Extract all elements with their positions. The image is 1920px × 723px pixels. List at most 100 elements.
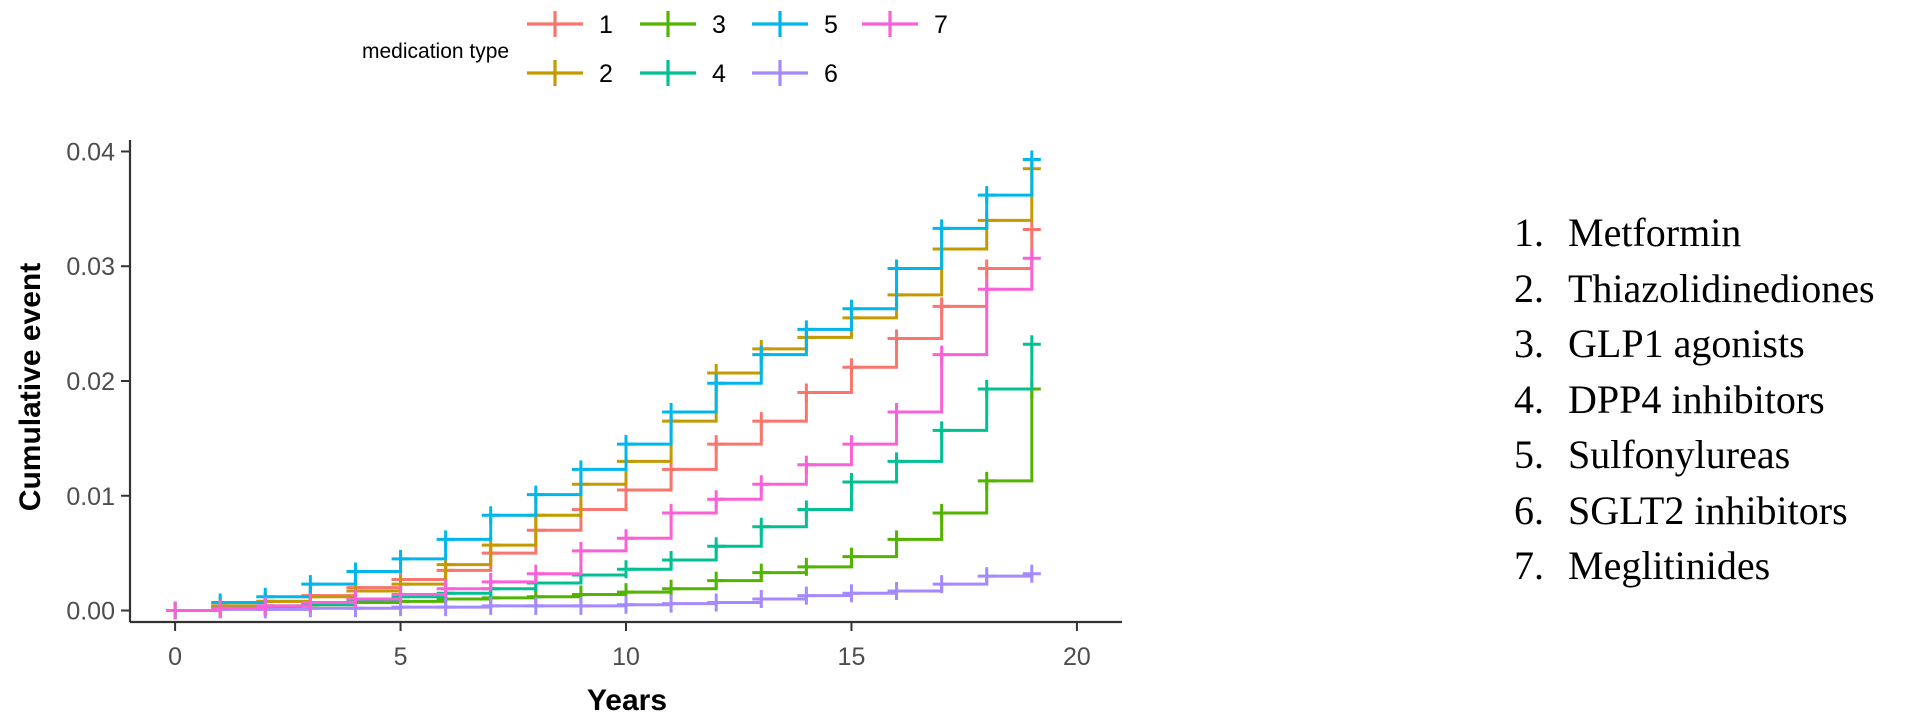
- x-tick-label: 0: [168, 643, 182, 671]
- censor-mark: [1022, 335, 1041, 354]
- series-line: [175, 159, 1034, 613]
- legend-item: 5: [752, 11, 838, 39]
- censor-mark: [617, 529, 635, 548]
- plot-area: 0 5 10 15 20 0.00 0.01 0.02 0.03 0.04: [66, 138, 1122, 671]
- x-tick-label: 15: [838, 643, 866, 671]
- censor-mark: [752, 590, 771, 609]
- censor-mark: [752, 475, 771, 494]
- censor-mark: [842, 299, 861, 318]
- legend-item: 1: [527, 11, 613, 39]
- censor-mark: [932, 345, 951, 364]
- censor-mark: [797, 500, 816, 519]
- censor-mark: [797, 455, 816, 474]
- censor-mark: [571, 460, 590, 479]
- legend-label: 2: [599, 60, 613, 88]
- medication-item: 2. Thiazolidinediones: [1466, 261, 1875, 317]
- censor-mark: [662, 402, 681, 421]
- series-4: [166, 335, 1041, 620]
- medication-number: 3.: [1514, 321, 1544, 366]
- series-1: [166, 220, 1041, 620]
- censor-mark: [617, 435, 635, 454]
- legend-label: 4: [712, 60, 726, 88]
- medication-key-list: 1. Metformin 2. Thiazolidinediones 3. GLP1 ag…: [1466, 205, 1875, 594]
- censor-mark: [887, 402, 906, 421]
- medication-name: Meglitinides: [1568, 543, 1771, 588]
- censor-mark: [301, 593, 320, 612]
- legend-key: [752, 11, 808, 37]
- legend-label: 7: [934, 11, 948, 39]
- legend-key: [640, 11, 696, 37]
- censor-mark: [932, 503, 951, 522]
- censor-mark: [887, 329, 906, 348]
- censor-mark: [752, 412, 771, 431]
- censor-mark: [707, 374, 726, 393]
- medication-name: DPP4 inhibitors: [1568, 376, 1825, 422]
- censor-mark: [842, 358, 861, 377]
- censor-mark: [752, 563, 771, 582]
- censor-mark: [797, 383, 816, 402]
- censor-mark: [526, 485, 545, 504]
- medication-item: 5. Sulfonylureas: [1466, 427, 1875, 483]
- censor-mark: [977, 380, 996, 399]
- censor-mark: [707, 435, 726, 454]
- medication-name: Metformin: [1568, 210, 1742, 255]
- legend-item: 6: [752, 60, 838, 88]
- censor-mark: [932, 297, 951, 316]
- legend-key: [640, 60, 696, 86]
- medication-number: 4.: [1514, 376, 1544, 422]
- censor-mark: [1022, 150, 1041, 169]
- medication-item: 6. SGLT2 inhibitors: [1466, 483, 1875, 539]
- y-tick-label: 0.01: [66, 483, 115, 511]
- censor-mark: [436, 579, 455, 598]
- censor-mark: [436, 598, 455, 617]
- censor-mark: [617, 595, 635, 614]
- legend-item: 2: [527, 60, 613, 88]
- legend-key: [527, 11, 583, 37]
- censor-mark: [707, 537, 726, 556]
- x-axis-title: Years: [587, 684, 667, 717]
- censor-mark: [662, 460, 681, 479]
- censor-mark: [707, 571, 726, 590]
- series-7: [166, 249, 1041, 620]
- censor-mark: [391, 585, 410, 604]
- medication-number: 1.: [1514, 210, 1544, 255]
- censor-mark: [662, 594, 681, 613]
- series-3: [166, 380, 1041, 620]
- y-tick-label: 0.00: [66, 598, 115, 626]
- medication-number: 6.: [1514, 487, 1544, 533]
- medication-item: 4. DPP4 inhibitors: [1466, 372, 1875, 428]
- medication-number: 5.: [1514, 432, 1544, 477]
- y-tick-label: 0.02: [66, 368, 115, 396]
- series-line: [175, 344, 1034, 613]
- medication-number: 7.: [1514, 543, 1544, 588]
- legend-key: [752, 60, 808, 86]
- censor-mark: [391, 549, 410, 568]
- series-line: [175, 168, 1034, 613]
- censor-mark: [752, 345, 771, 364]
- censor-mark: [932, 421, 951, 440]
- censor-mark: [707, 593, 726, 612]
- y-tick-label: 0.04: [66, 138, 115, 166]
- series-5: [166, 150, 1041, 620]
- censor-mark: [977, 567, 996, 586]
- legend-item: 3: [640, 11, 726, 39]
- censor-mark: [887, 530, 906, 549]
- censor-mark: [481, 596, 500, 615]
- legend-key: [527, 60, 583, 86]
- legend-label: 5: [824, 11, 838, 39]
- censor-mark: [346, 562, 365, 581]
- censor-mark: [1022, 564, 1041, 583]
- censor-mark: [617, 560, 635, 579]
- medication-name: GLP1 agonists: [1568, 321, 1805, 366]
- legend-label: 6: [824, 60, 838, 88]
- censor-mark: [481, 506, 500, 525]
- censor-mark: [526, 596, 545, 615]
- censor-mark: [752, 517, 771, 536]
- legend-label: 3: [712, 11, 726, 39]
- censor-mark: [166, 601, 185, 620]
- censor-mark: [887, 452, 906, 471]
- series-6: [166, 564, 1041, 620]
- censor-mark: [571, 541, 590, 560]
- legend-label: 1: [599, 11, 613, 39]
- censor-mark: [977, 186, 996, 205]
